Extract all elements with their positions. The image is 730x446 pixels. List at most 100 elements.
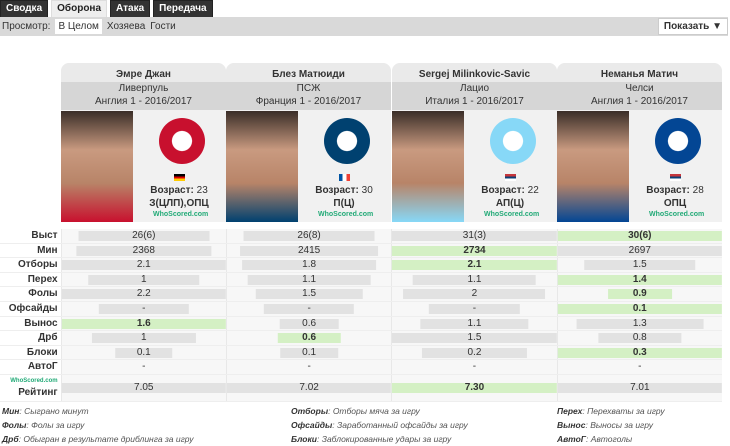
age-value: 23 [196, 185, 208, 196]
player-position: ОПЦ [663, 198, 687, 209]
stat-cell: 1.1 [391, 272, 557, 287]
stat-value: 1.5 [467, 332, 482, 344]
stat-bar [557, 347, 722, 358]
stat-cell: 2.1 [391, 258, 557, 272]
legend-column: Перех: Перехваты за игру Вынос: Выносы за… [557, 404, 665, 446]
stat-bar [277, 333, 341, 344]
club-name[interactable]: Челси [557, 82, 722, 95]
legend-item: АвтоГ: Автоголы [557, 434, 633, 444]
stat-cell: 0.1 [556, 301, 722, 316]
stat-cell: 7.05 [60, 374, 226, 401]
legend-item: Перех: Перехваты за игру [557, 406, 665, 416]
stat-cell: 1.8 [225, 258, 392, 272]
stat-bar [98, 303, 189, 314]
legend-desc: Заблокированные удары за игру [321, 434, 452, 444]
legend-desc: Обыгран в результате дриблинга за игру [23, 434, 194, 444]
stat-value: 1.6 [136, 317, 151, 329]
nationality-flag-icon [505, 174, 516, 181]
stat-bar [607, 289, 672, 300]
player-name[interactable]: Блез Матюиди [226, 63, 391, 82]
stat-value: 26(6) [132, 230, 156, 241]
stat-value: 1.1 [302, 273, 317, 285]
player-photo[interactable] [61, 111, 133, 222]
stat-cell: 0.1 [225, 345, 392, 360]
stat-bar [392, 231, 557, 241]
show-button[interactable]: Показать ▼ [657, 18, 728, 35]
stat-cell: 1.1 [391, 316, 557, 331]
player-photo[interactable] [226, 111, 298, 222]
legend-desc: Фолы за игру [31, 420, 85, 430]
stat-label-text: Выст [31, 230, 58, 241]
stat-bar [392, 333, 557, 344]
stat-bar [280, 347, 338, 358]
stat-bar [557, 231, 722, 241]
stat-cell: 0.1 [60, 345, 226, 360]
legend-key: Фолы [2, 420, 27, 430]
stat-cell: - [225, 360, 392, 374]
stat-cell: 26(6) [60, 229, 226, 243]
stat-bar [584, 260, 696, 271]
view-option[interactable]: Гости [150, 21, 176, 32]
player-position: АП(Ц) [495, 198, 525, 209]
stat-cell: 1 [60, 272, 226, 287]
stat-label-text: Дрб [38, 332, 58, 344]
club-name[interactable]: ПСЖ [226, 82, 391, 95]
stat-cell: 30(6) [556, 229, 722, 243]
stat-cell: - [391, 360, 557, 374]
stat-bar [78, 231, 210, 241]
stat-label: Дрб [0, 331, 61, 345]
stat-value: 2.1 [136, 259, 151, 271]
age-label: Возраст: [481, 185, 525, 196]
stat-cell: 1.3 [556, 316, 722, 331]
stat-bar [91, 333, 196, 344]
stat-cell: 2734 [391, 243, 557, 258]
stat-bar [598, 333, 682, 344]
player-photo[interactable] [557, 111, 629, 222]
stat-row: Фолы 2.2 1.5 2 0.9 [0, 287, 722, 302]
stat-value: - [472, 361, 477, 373]
stat-value: 0.6 [302, 332, 317, 344]
stat-row: Вынос 1.6 0.6 1.1 1.3 [0, 316, 722, 332]
stat-cell: 1.5 [225, 287, 392, 301]
view-option[interactable]: В Целом [55, 19, 102, 34]
stat-cell: 0.9 [556, 287, 722, 301]
club-name[interactable]: Лацио [392, 82, 557, 95]
player-name[interactable]: Эмре Джан [61, 63, 226, 82]
stat-bar [61, 289, 226, 300]
stat-cell: 2697 [556, 243, 722, 258]
stat-cell: 0.8 [556, 331, 722, 345]
stat-label: АвтоГ [0, 360, 61, 374]
legend-item: Мин: Сыграно минут [2, 406, 89, 416]
stat-cell: 1.4 [556, 272, 722, 287]
stat-bar [226, 382, 392, 393]
stat-row: Выст 26(6) 26(8) 31(3) 30(6) [0, 229, 722, 244]
stat-value: 1.1 [467, 273, 482, 285]
stat-label: Выст [0, 229, 61, 243]
stat-cell: 7.01 [556, 374, 722, 401]
stat-value: 0.2 [467, 346, 482, 358]
stat-bar [243, 231, 375, 241]
stat-cell: 1.5 [556, 258, 722, 272]
whoscored-logo: WhoScored.com [649, 211, 705, 218]
whoscored-logo: WhoScored.com [153, 211, 209, 218]
player-name[interactable]: Неманья Матич [557, 63, 722, 82]
stat-cell: - [391, 301, 557, 316]
stat-value: - [142, 302, 146, 314]
stat-label-text: АвтоГ [27, 361, 58, 373]
legend-item: Дрб: Обыгран в результате дриблинга за и… [2, 434, 194, 444]
player-photo[interactable] [392, 111, 464, 222]
stat-value: 2415 [297, 244, 321, 256]
club-name[interactable]: Ливерпуль [61, 82, 226, 95]
player-name[interactable]: Sergej Milinkovic-Savic [392, 63, 557, 82]
stat-cell: 1.5 [391, 331, 557, 345]
stat-bar [279, 318, 339, 329]
stat-label-text: Перех [27, 273, 58, 285]
age-value: 28 [692, 185, 704, 196]
view-filter-bar: Просмотр: В Целом Хозяева Гости Показать ▼ [0, 17, 728, 36]
legend-column: Мин: Сыграно минут Фолы: Фолы за игру Дрб:… [2, 404, 193, 446]
stat-row: WhoScored.com Рейтинг 7.05 7.02 7.30 7.01 [0, 374, 722, 402]
legend-desc: Автоголы [590, 434, 633, 444]
view-option[interactable]: Хозяева [106, 21, 146, 32]
legend-key: Вынос [557, 420, 586, 430]
stat-cell: 7.30 [391, 374, 557, 401]
